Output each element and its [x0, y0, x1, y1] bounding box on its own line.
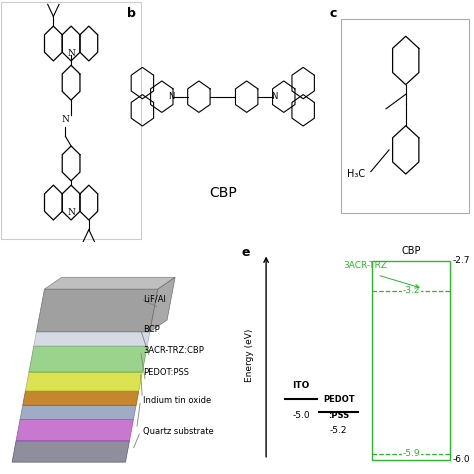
Text: Indium tin oxide: Indium tin oxide	[143, 396, 211, 405]
Polygon shape	[12, 441, 129, 462]
Text: 3ACR-TRZ:CBP: 3ACR-TRZ:CBP	[143, 346, 204, 355]
Polygon shape	[26, 372, 142, 391]
Text: CBP: CBP	[209, 186, 237, 201]
Text: N: N	[271, 92, 278, 101]
Polygon shape	[45, 277, 175, 289]
Text: CBP: CBP	[401, 246, 421, 256]
Text: -3.2: -3.2	[402, 286, 420, 295]
Text: N: N	[62, 115, 69, 124]
Text: N: N	[68, 49, 76, 58]
Polygon shape	[34, 332, 150, 346]
Text: N: N	[68, 208, 76, 217]
Text: -5.0: -5.0	[292, 411, 310, 420]
Text: Quartz substrate: Quartz substrate	[143, 427, 214, 436]
Polygon shape	[23, 391, 139, 405]
Text: Energy (eV): Energy (eV)	[245, 329, 254, 382]
Text: b: b	[127, 7, 136, 20]
Text: 3ACR-TRZ: 3ACR-TRZ	[343, 261, 387, 270]
Polygon shape	[150, 277, 175, 332]
Bar	[373, 261, 450, 460]
Text: LiF/Al: LiF/Al	[143, 294, 166, 303]
Polygon shape	[16, 419, 134, 441]
Text: e: e	[242, 246, 250, 259]
Text: PEDOT:PSS: PEDOT:PSS	[143, 368, 189, 376]
Text: c: c	[330, 7, 337, 20]
Polygon shape	[20, 405, 136, 419]
Text: -5.2: -5.2	[330, 426, 347, 435]
Text: :PSS: :PSS	[328, 411, 349, 420]
Text: PEDOT: PEDOT	[323, 395, 355, 404]
Text: -6.0: -6.0	[452, 456, 470, 464]
Text: ITO: ITO	[292, 381, 310, 390]
Bar	[340, 19, 469, 213]
Text: BCP: BCP	[143, 325, 160, 334]
Text: H₃C: H₃C	[346, 169, 365, 179]
Text: N: N	[168, 92, 174, 101]
Text: -5.9: -5.9	[402, 449, 420, 458]
Text: -2.7: -2.7	[452, 256, 470, 265]
Polygon shape	[29, 346, 147, 372]
Polygon shape	[36, 289, 158, 332]
